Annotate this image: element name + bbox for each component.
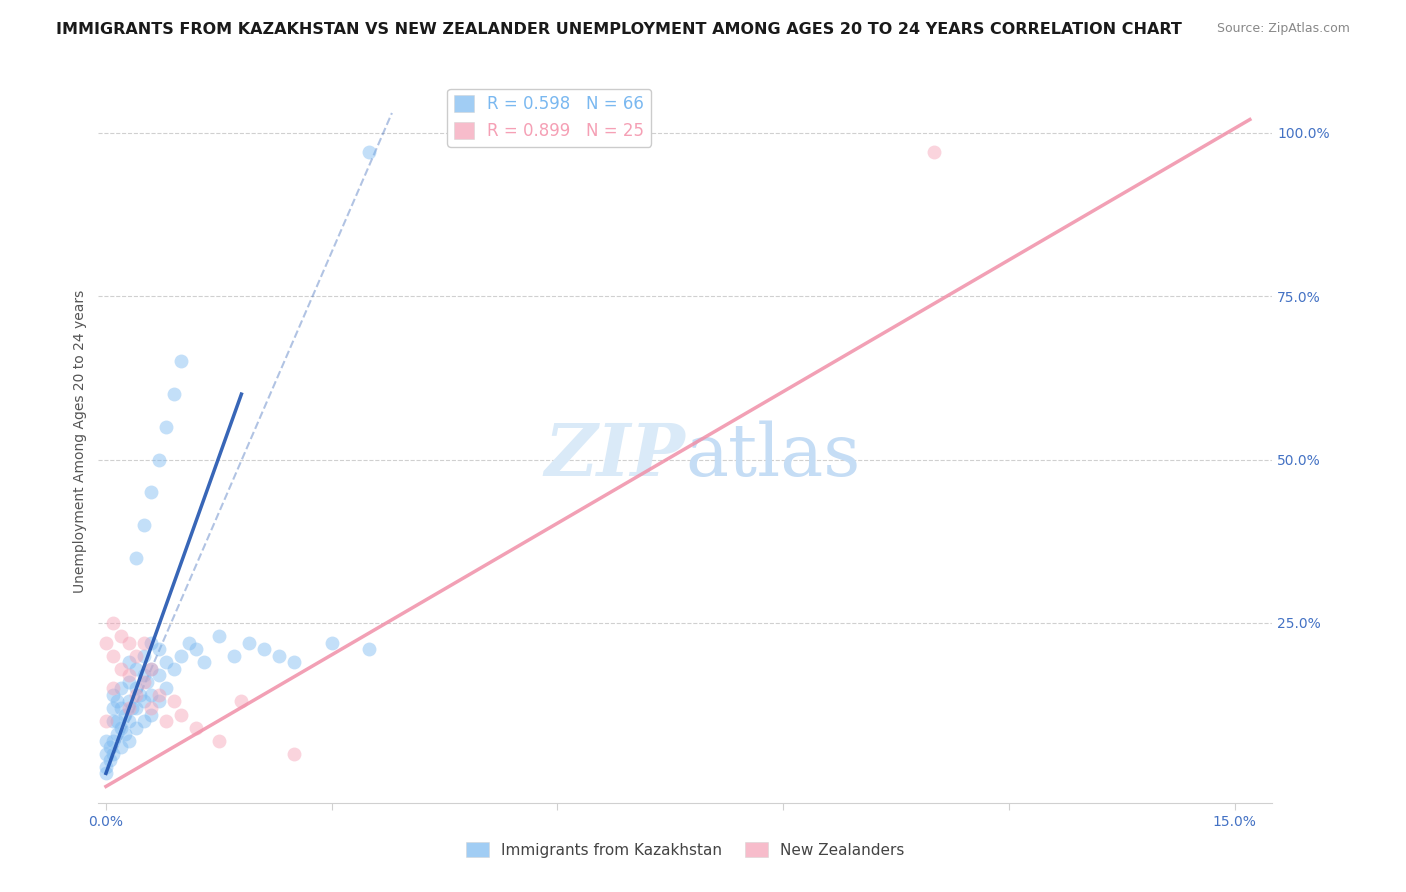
Point (105, 714, 128, 728)
Point (103, 747, 125, 761)
Point (163, 694, 186, 708)
Point (139, 701, 162, 715)
Text: ZIP: ZIP (544, 420, 686, 491)
Point (94, 766, 117, 780)
Point (359, 145, 381, 160)
Point (110, 740, 132, 755)
Point (922, 145, 945, 160)
Point (103, 733, 125, 747)
Point (110, 629, 132, 643)
Point (132, 648, 155, 663)
Point (94, 714, 117, 728)
Point (105, 727, 128, 741)
Point (110, 721, 132, 735)
Point (121, 701, 143, 715)
Point (139, 707, 162, 722)
Point (238, 635, 260, 649)
Point (125, 721, 148, 735)
Point (110, 701, 132, 715)
Point (110, 662, 132, 676)
Text: atlas: atlas (686, 421, 860, 491)
Point (114, 727, 136, 741)
Point (177, 635, 200, 649)
Point (148, 688, 170, 702)
Point (170, 354, 193, 368)
Point (321, 635, 343, 649)
Point (139, 635, 162, 649)
Point (103, 681, 125, 696)
Point (148, 642, 170, 657)
Point (117, 635, 139, 649)
Point (94, 635, 117, 649)
Text: Source: ZipAtlas.com: Source: ZipAtlas.com (1216, 22, 1350, 36)
Text: IMMIGRANTS FROM KAZAKHSTAN VS NEW ZEALANDER UNEMPLOYMENT AMONG AGES 20 TO 24 YEA: IMMIGRANTS FROM KAZAKHSTAN VS NEW ZEALAN… (56, 22, 1182, 37)
Point (170, 707, 193, 722)
Point (148, 694, 170, 708)
Point (267, 648, 290, 663)
Point (155, 714, 177, 728)
Legend: Immigrants from Kazakhstan, New Zealanders: Immigrants from Kazakhstan, New Zealande… (460, 836, 911, 863)
Point (139, 485, 162, 500)
Point (117, 655, 139, 669)
Point (94, 733, 117, 747)
Y-axis label: Unemployment Among Ages 20 to 24 years: Unemployment Among Ages 20 to 24 years (73, 290, 87, 593)
Point (186, 642, 208, 657)
Point (283, 747, 305, 761)
Point (94, 760, 117, 774)
Point (103, 714, 125, 728)
Point (132, 674, 155, 689)
Point (110, 681, 132, 696)
Point (125, 688, 148, 702)
Point (103, 615, 125, 630)
Point (132, 668, 155, 682)
Point (117, 674, 139, 689)
Point (359, 642, 381, 657)
Point (103, 701, 125, 715)
Point (186, 721, 208, 735)
Point (125, 648, 148, 663)
Point (283, 655, 305, 669)
Point (208, 629, 231, 643)
Point (136, 674, 159, 689)
Point (139, 662, 162, 676)
Point (98, 753, 121, 767)
Point (117, 733, 139, 747)
Point (132, 517, 155, 532)
Point (155, 655, 177, 669)
Point (125, 681, 148, 696)
Point (125, 701, 148, 715)
Point (170, 648, 193, 663)
Point (132, 635, 155, 649)
Point (148, 452, 170, 467)
Point (117, 694, 139, 708)
Point (125, 662, 148, 676)
Point (139, 688, 162, 702)
Point (114, 707, 136, 722)
Point (117, 701, 139, 715)
Point (193, 655, 215, 669)
Point (117, 668, 139, 682)
Point (155, 681, 177, 696)
Point (163, 662, 186, 676)
Point (132, 694, 155, 708)
Point (155, 420, 177, 434)
Point (139, 662, 162, 676)
Point (117, 714, 139, 728)
Point (253, 642, 276, 657)
Point (128, 688, 150, 702)
Point (163, 387, 186, 401)
Point (231, 694, 253, 708)
Point (94, 747, 117, 761)
Point (148, 668, 170, 682)
Point (222, 648, 245, 663)
Point (98, 740, 121, 755)
Point (125, 550, 148, 565)
Point (103, 648, 125, 663)
Point (103, 688, 125, 702)
Point (132, 714, 155, 728)
Point (208, 733, 231, 747)
Point (105, 694, 128, 708)
